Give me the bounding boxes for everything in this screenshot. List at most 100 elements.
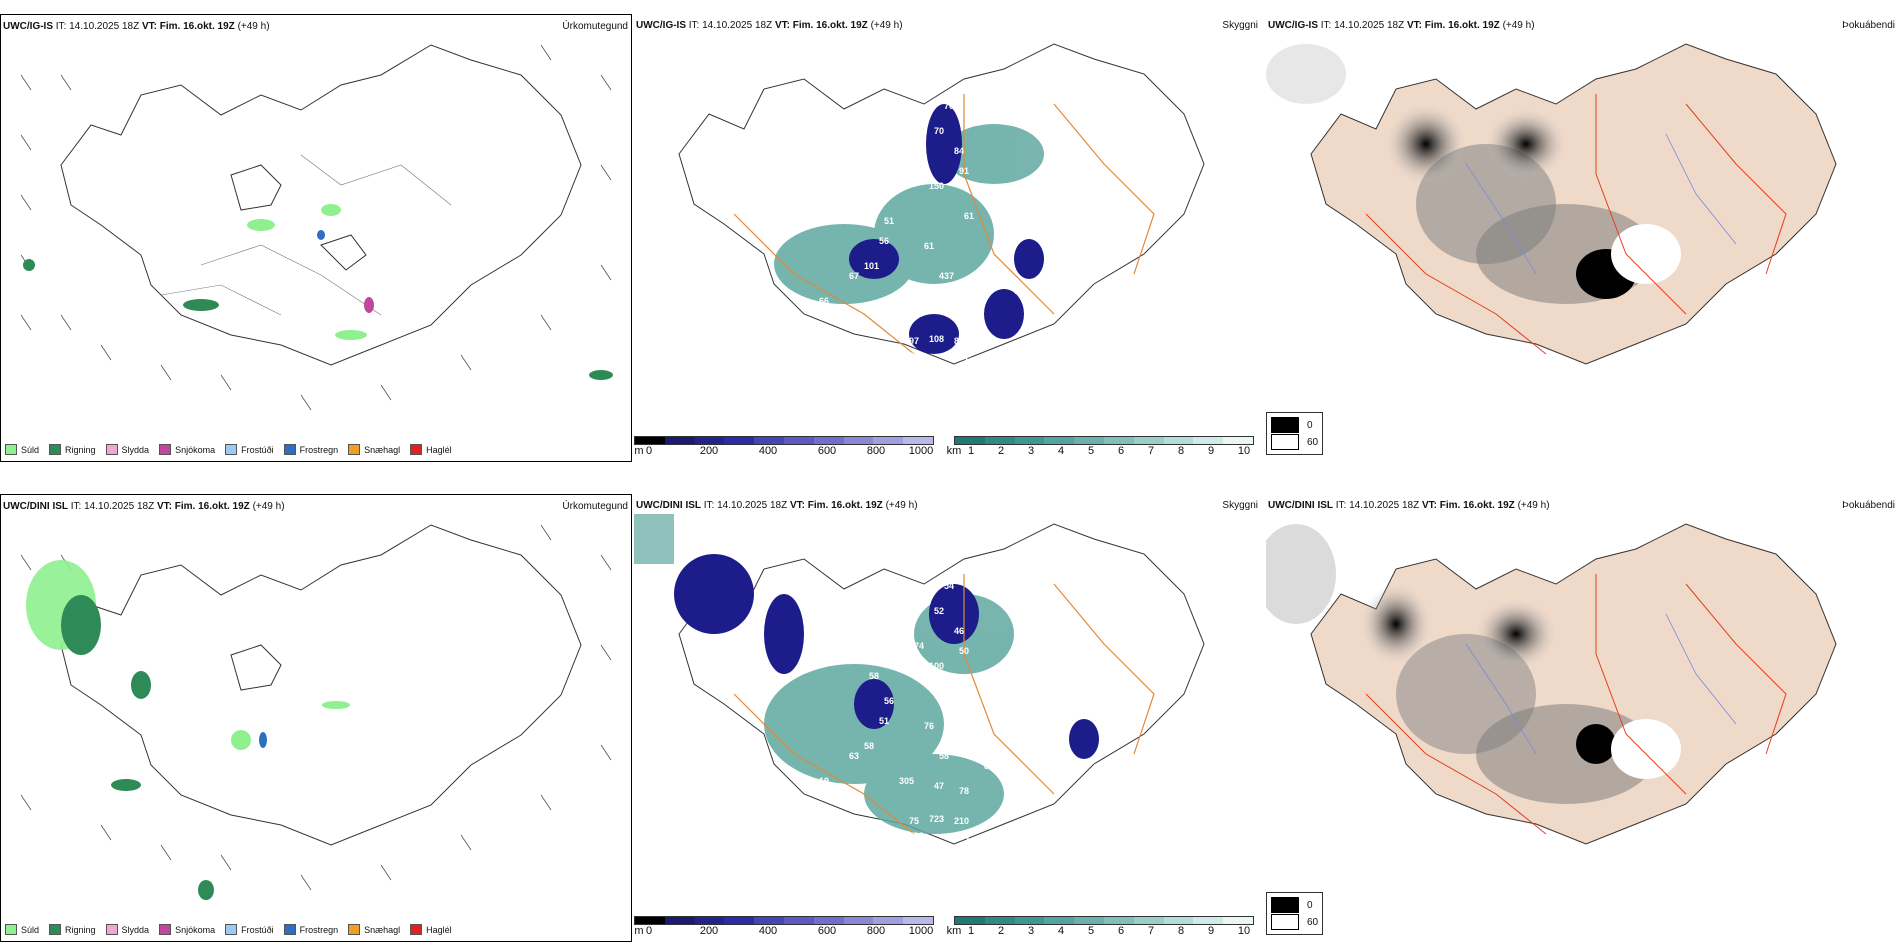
cloud-base-value: 75 [909, 816, 919, 826]
cloud-base-value: 81 [1004, 251, 1014, 261]
cloud-base-value: 723 [929, 814, 944, 824]
cloud-base-map: 70 70 84 91 15 150 114 51 56 61 61 81 67 101 78 79 437 92… [678, 43, 1205, 371]
cloud-base-value: 78 [959, 786, 969, 796]
cloud-base-value: 74 [964, 836, 974, 846]
iceland-wind-map [20, 44, 613, 411]
colorbar-m-ticks: m 0 200 400 600 800 1000 [634, 445, 934, 457]
cloud-base-value: 58 [939, 751, 949, 761]
cloud-base-value: 65 [909, 351, 919, 361]
legend-item-snjokoma: Snjókoma [159, 924, 215, 935]
cloud-base-value: 63 [849, 751, 859, 761]
legend-item-slydda: Slydda [105, 444, 149, 455]
fog-legend: 0 60 [1266, 892, 1324, 935]
precip-type-panel-top: UWC/IG-IS IT: 14.10.2025 18Z VT: Fim. 16… [0, 14, 632, 462]
fog-indicator-label: Þokuábendi [1842, 20, 1895, 31]
cloud-base-value: 100 [929, 661, 944, 671]
colorbar-km [954, 916, 1254, 925]
cloud-base-value: 79 [934, 301, 944, 311]
cloud-base-value: 19 [819, 776, 829, 786]
legend-item-snjokoma: Snjókoma [159, 444, 215, 455]
panel-title: UWC/DINI ISL IT: 14.10.2025 18Z VT: Fim.… [636, 500, 918, 511]
iceland-outline [60, 44, 582, 366]
legend-item-rigning: Rigning [49, 924, 96, 935]
legend-item-sudl: Súld [5, 924, 39, 935]
cloud-base-value: 46 [954, 626, 964, 636]
precip-type-label: Úrkomutegund [562, 21, 628, 32]
colorbar-m-ticks: m 0 200 400 600 800 1000 [634, 925, 934, 937]
cloud-base-value: 61 [924, 241, 934, 251]
cloud-base-value: 305 [899, 776, 914, 786]
cloud-base-value: 76 [924, 721, 934, 731]
cloud-base-value: 150 [929, 181, 944, 191]
cloud-base-value: 51 [879, 716, 889, 726]
legend-item-snaehagl: Snæhagl [348, 924, 400, 935]
cloud-base-value: 51 [884, 216, 894, 226]
cloud-base-value: 92 [1014, 286, 1024, 296]
cloud-base-value: 61 [964, 211, 974, 221]
cloud-base-value: 82 [984, 761, 994, 771]
cloud-base-value: 58 [869, 671, 879, 681]
colorbar-m [634, 916, 934, 925]
fog-indicator-map [1266, 523, 1837, 845]
cloud-base-value: 210 [954, 816, 969, 826]
colorbar-km [954, 436, 1254, 445]
wind-barbs [20, 44, 612, 411]
precip-legend: Súld Rigning Slydda Snjókoma Frostúði Fr… [5, 444, 452, 455]
legend-item-haglel: Haglél [410, 924, 452, 935]
cloud-base-value: 108 [929, 334, 944, 344]
legend-item-snaehagl: Snæhagl [348, 444, 400, 455]
cloud-base-value: 110 [1049, 726, 1064, 736]
cloud-base-value: 89 [954, 336, 964, 346]
panel-title: UWC/IG-IS IT: 14.10.2025 18Z VT: Fim. 16… [636, 20, 903, 31]
cloud-base-value: 52 [934, 606, 944, 616]
legend-item-sudl: Súld [5, 444, 39, 455]
cloud-base-value: 68 [984, 281, 994, 291]
precip-legend: Súld Rigning Slydda Snjókoma Frostúði Fr… [5, 924, 452, 935]
skyggni-label: Skyggni [1222, 20, 1258, 31]
cloud-base-value: 209 [909, 831, 924, 841]
cloud-base-value: 114 [869, 191, 884, 201]
iceland-wind-map [20, 524, 612, 900]
cloud-base-value: 84 [1049, 246, 1059, 256]
precip-type-panel-bottom: UWC/DINI ISL IT: 14.10.2025 18Z VT: Fim.… [0, 494, 632, 942]
cloud-base-value: 97 [909, 336, 919, 346]
panel-title: UWC/DINI ISL IT: 14.10.2025 18Z VT: Fim.… [3, 501, 285, 512]
cloud-base-map: 54 52 46 50 74 100 58 56 51 76 40 175 63 58 305 47 58 50 8… [634, 514, 1205, 851]
cloud-base-value: 66 [819, 296, 829, 306]
fog-indicator-label: Þokuábendi [1842, 500, 1895, 511]
legend-item-frostudi: Frostúði [225, 924, 274, 935]
legend-item-frostregn: Frostregn [283, 924, 338, 935]
cloud-base-value: 84 [954, 146, 964, 156]
cloud-base-value: 70 [944, 101, 954, 111]
precip-blobs [23, 204, 613, 380]
cloud-base-labels: 70 70 84 91 15 150 114 51 56 61 61 81 67 101 78 79 437 92… [819, 101, 1059, 371]
cloud-base-value: 74 [914, 641, 924, 651]
cloud-base-value: 56 [879, 236, 889, 246]
cloud-base-value: 101 [964, 356, 979, 366]
cloud-base-value: 30 [834, 791, 844, 801]
precip-blobs [26, 560, 350, 900]
cloud-base-value: 70 [934, 126, 944, 136]
cloud-base-value: 40 [964, 691, 974, 701]
cloud-base-value: 67 [849, 271, 859, 281]
fog-indicator-map [1266, 43, 1837, 365]
fog-legend: 0 60 [1266, 412, 1324, 455]
cloud-base-value: 54 [944, 581, 954, 591]
cloud-base-value: 437 [939, 271, 954, 281]
colorbar-km-ticks: km 1 2 3 4 5 6 7 8 9 10 [946, 445, 1251, 457]
legend-item-haglel: Haglél [410, 444, 452, 455]
legend-item-slydda: Slydda [105, 924, 149, 935]
cloud-base-value: 50 [959, 646, 969, 656]
legend-item-frostudi: Frostúði [225, 444, 274, 455]
cloud-base-value: 56 [884, 696, 894, 706]
cloud-base-value: 175 [1004, 731, 1019, 741]
cloud-base-value: 23 [834, 311, 844, 321]
wind-barbs [20, 524, 612, 891]
legend-item-frostregn: Frostregn [283, 444, 338, 455]
cloud-base-value: 47 [934, 781, 944, 791]
cloud-base-panel-bottom: 54 52 46 50 74 100 58 56 51 76 40 175 63 58 305 47 58 50 8… [634, 494, 1266, 942]
cloud-base-panel-top: 70 70 84 91 15 150 114 51 56 61 61 81 67 101 78 79 437 92… [634, 14, 1266, 462]
legend-item-rigning: Rigning [49, 444, 96, 455]
panel-title: UWC/IG-IS IT: 14.10.2025 18Z VT: Fim. 16… [1268, 20, 1535, 31]
cloud-base-value: 58 [864, 741, 874, 751]
